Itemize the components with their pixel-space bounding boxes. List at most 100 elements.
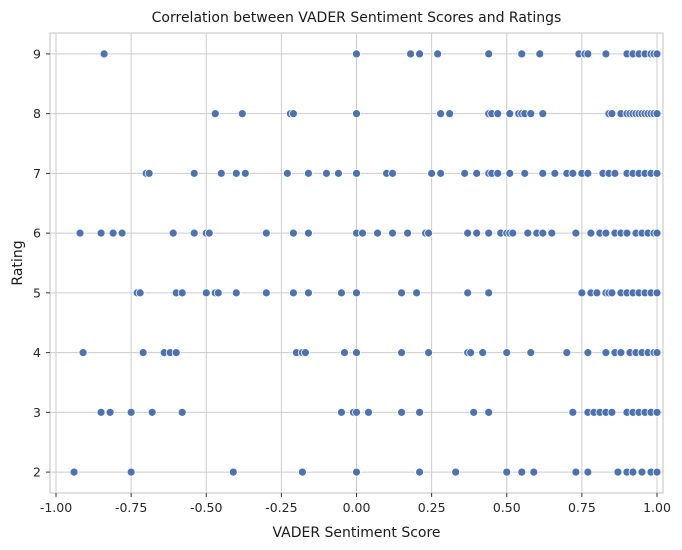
data-point (415, 407, 425, 417)
data-point (652, 407, 662, 417)
data-point (282, 168, 292, 178)
data-point (397, 407, 406, 417)
data-point (340, 348, 349, 358)
data-point (571, 467, 581, 477)
data-points (69, 49, 662, 477)
data-point (472, 168, 482, 178)
data-point (144, 168, 154, 178)
data-point (601, 228, 611, 238)
data-point (201, 288, 211, 298)
data-point (568, 168, 578, 178)
data-point (538, 228, 548, 238)
data-point (424, 348, 434, 358)
data-point (484, 407, 494, 417)
grid (50, 33, 663, 493)
data-point (358, 228, 367, 238)
data-point (99, 49, 109, 59)
data-point (472, 228, 482, 238)
data-point (424, 228, 434, 238)
data-point (613, 467, 623, 477)
data-point (213, 288, 223, 298)
data-point (108, 228, 118, 238)
data-point (523, 228, 533, 238)
data-point (478, 348, 488, 358)
data-point (69, 467, 79, 477)
data-point (463, 288, 473, 298)
data-point (364, 407, 373, 417)
data-point (607, 109, 617, 119)
data-point (484, 49, 494, 59)
data-point (126, 467, 136, 477)
data-point (571, 228, 581, 238)
data-point (652, 228, 662, 238)
axis-ticks: -1.00 -0.75 -0.50 -0.25 0.00 0.25 0.50 0.75 1.00… (33, 46, 671, 515)
data-point (616, 348, 626, 358)
data-point (436, 168, 446, 178)
data-point (652, 168, 662, 178)
data-point (415, 467, 425, 477)
data-point (288, 228, 298, 238)
data-point (607, 288, 617, 298)
data-point (460, 168, 470, 178)
y-tick-label: 7 (33, 166, 41, 181)
data-point (526, 348, 536, 358)
data-point (577, 288, 587, 298)
data-point (592, 288, 602, 298)
x-tick-label: 0.75 (568, 500, 596, 515)
data-point (337, 407, 346, 417)
data-point (622, 228, 632, 238)
data-point (304, 288, 313, 298)
data-point (231, 288, 241, 298)
data-point (466, 348, 476, 358)
data-point (261, 288, 271, 298)
data-point (352, 467, 361, 477)
data-point (652, 467, 662, 477)
data-point (529, 467, 539, 477)
data-point (610, 168, 620, 178)
data-point (502, 467, 512, 477)
data-point (517, 49, 527, 59)
data-point (388, 228, 397, 238)
x-tick-label: 0.25 (418, 500, 446, 515)
data-point (352, 168, 361, 178)
data-point (171, 348, 181, 358)
x-tick-label: -0.25 (265, 500, 297, 515)
data-point (445, 109, 455, 119)
data-point (652, 109, 662, 119)
data-point (78, 348, 88, 358)
data-point (204, 228, 214, 238)
data-point (352, 109, 361, 119)
chart-title: Correlation between VADER Sentiment Scor… (152, 10, 562, 26)
data-point (538, 168, 548, 178)
y-tick-label: 3 (33, 405, 41, 420)
y-axis-label: Rating (10, 240, 26, 285)
data-point (135, 288, 145, 298)
data-point (484, 228, 494, 238)
data-point (652, 348, 662, 358)
x-tick-label: 1.00 (643, 500, 671, 515)
data-point (406, 49, 415, 59)
data-point (607, 407, 617, 417)
data-point (117, 228, 127, 238)
data-point (261, 228, 271, 238)
data-point (388, 168, 397, 178)
data-point (412, 288, 421, 298)
data-point (240, 168, 250, 178)
x-tick-label: -0.75 (115, 500, 147, 515)
data-point (216, 168, 226, 178)
data-point (168, 228, 178, 238)
data-point (517, 467, 527, 477)
y-tick-label: 9 (33, 46, 41, 61)
data-point (469, 407, 479, 417)
y-tick-label: 2 (33, 465, 41, 480)
x-tick-label: 0.50 (493, 500, 521, 515)
data-point (520, 168, 530, 178)
data-point (568, 407, 578, 417)
data-point (484, 288, 494, 298)
data-point (75, 228, 85, 238)
data-point (337, 288, 346, 298)
data-point (493, 168, 503, 178)
data-point (288, 109, 298, 119)
data-point (189, 228, 199, 238)
